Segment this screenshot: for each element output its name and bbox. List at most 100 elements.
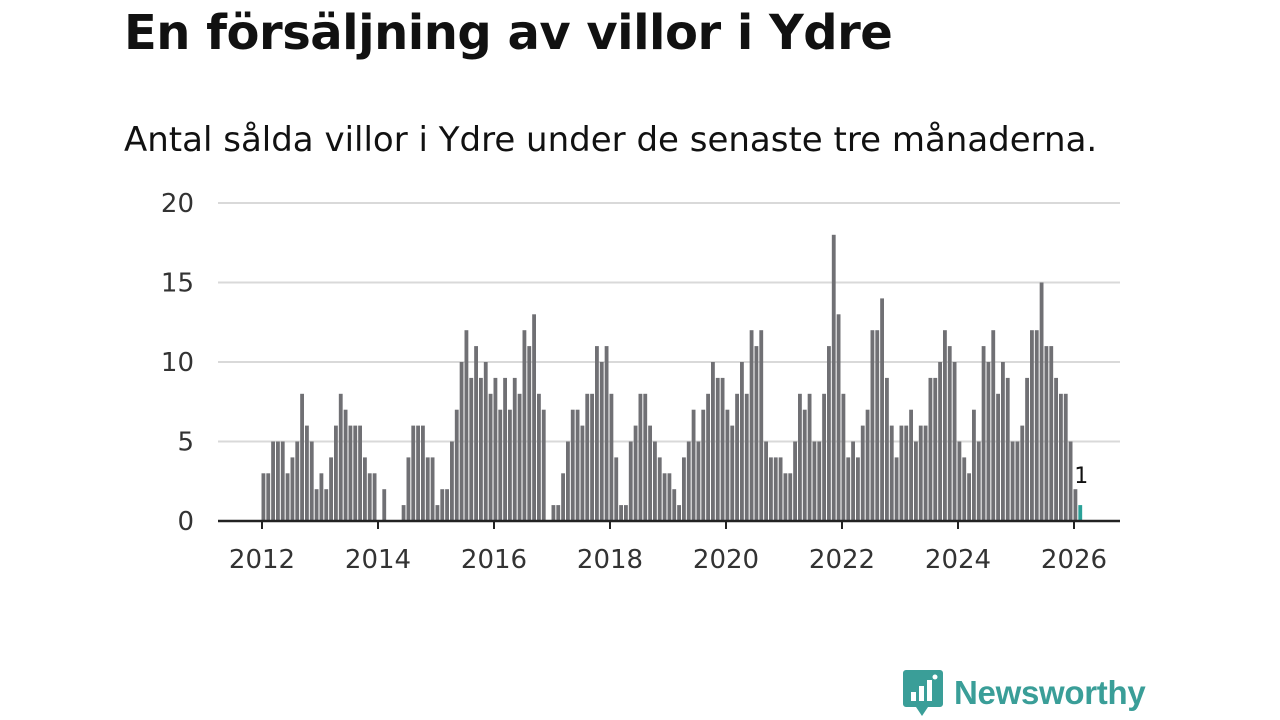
bar bbox=[943, 330, 947, 521]
bar bbox=[701, 409, 706, 521]
bar bbox=[575, 409, 580, 521]
y-tick-label: 20 bbox=[161, 189, 194, 219]
bar-chart: 0 5 10 15 20 1 2012 2014 2016 2018 2020 2022 2024 202… bbox=[161, 189, 1120, 575]
bar bbox=[706, 393, 710, 521]
bar bbox=[517, 393, 522, 521]
bar bbox=[1068, 441, 1073, 521]
y-tick-label: 0 bbox=[177, 507, 194, 537]
bar bbox=[633, 425, 638, 521]
bar bbox=[290, 457, 295, 521]
bar bbox=[628, 441, 633, 521]
bar bbox=[986, 362, 991, 521]
bar bbox=[309, 441, 314, 521]
bar bbox=[266, 473, 271, 521]
bar bbox=[425, 457, 430, 521]
bar bbox=[604, 346, 609, 521]
bar bbox=[653, 441, 657, 521]
bar bbox=[1059, 393, 1063, 521]
x-tick-label: 2020 bbox=[693, 545, 759, 575]
bar bbox=[870, 330, 875, 521]
bar bbox=[541, 409, 546, 521]
bar bbox=[450, 441, 454, 521]
bar bbox=[1044, 346, 1049, 521]
bar bbox=[367, 473, 372, 521]
bar bbox=[991, 330, 996, 521]
bar bbox=[416, 425, 420, 521]
bar bbox=[865, 409, 870, 521]
bar bbox=[972, 409, 976, 521]
bar bbox=[682, 457, 686, 521]
bar bbox=[856, 457, 860, 521]
x-tick-label: 2016 bbox=[461, 545, 527, 575]
bar bbox=[962, 457, 967, 521]
bar bbox=[488, 393, 493, 521]
bar bbox=[778, 457, 783, 521]
bar bbox=[372, 473, 377, 521]
bar bbox=[319, 473, 324, 521]
bar bbox=[483, 362, 488, 521]
bar bbox=[479, 377, 483, 521]
bar bbox=[527, 346, 532, 521]
bar bbox=[1030, 330, 1034, 521]
bar-highlight bbox=[1078, 505, 1083, 521]
bar bbox=[740, 362, 744, 521]
bar bbox=[918, 425, 923, 521]
bar bbox=[754, 346, 759, 521]
bar bbox=[348, 425, 353, 521]
bar bbox=[841, 393, 846, 521]
bar bbox=[846, 457, 851, 521]
bar bbox=[570, 409, 575, 521]
bar bbox=[474, 346, 478, 521]
bar bbox=[305, 425, 309, 521]
bar bbox=[807, 393, 812, 521]
bar bbox=[696, 441, 701, 521]
y-tick-label: 10 bbox=[161, 348, 194, 378]
bar bbox=[967, 473, 971, 521]
bar bbox=[817, 441, 822, 521]
bar bbox=[382, 489, 387, 521]
bar bbox=[643, 393, 648, 521]
bar bbox=[715, 377, 720, 521]
bar bbox=[899, 425, 904, 521]
bar bbox=[952, 362, 957, 521]
bar bbox=[334, 425, 338, 521]
newsworthy-chart-icon bbox=[903, 670, 943, 716]
bar bbox=[798, 393, 802, 521]
bar bbox=[561, 473, 565, 521]
bar bbox=[812, 441, 817, 521]
bar bbox=[454, 409, 459, 521]
x-tick-label: 2022 bbox=[809, 545, 875, 575]
bar bbox=[599, 362, 604, 521]
newsworthy-logo: Newsworthy bbox=[902, 668, 1146, 718]
bar bbox=[889, 425, 894, 521]
bar bbox=[744, 393, 749, 521]
x-tick-label: 2018 bbox=[577, 545, 643, 575]
bar bbox=[1020, 425, 1025, 521]
bar bbox=[285, 473, 290, 521]
y-tick-label: 15 bbox=[161, 269, 194, 299]
bar bbox=[720, 377, 725, 521]
bar bbox=[793, 441, 797, 521]
bar bbox=[1049, 346, 1054, 521]
bar bbox=[831, 234, 836, 522]
bar bbox=[691, 409, 696, 521]
bar bbox=[976, 441, 981, 521]
bar bbox=[532, 314, 536, 521]
bar bbox=[421, 425, 425, 521]
bar bbox=[261, 473, 266, 521]
y-tick-label: 5 bbox=[177, 428, 194, 458]
bar bbox=[430, 457, 435, 521]
bar bbox=[783, 473, 788, 521]
bar bbox=[657, 457, 662, 521]
bar bbox=[686, 441, 691, 521]
bar bbox=[860, 425, 865, 521]
bar bbox=[725, 409, 730, 521]
bar bbox=[469, 377, 474, 521]
bar bbox=[788, 473, 793, 521]
bar bbox=[947, 346, 952, 521]
bar bbox=[624, 505, 628, 521]
bar bbox=[343, 409, 348, 521]
bar bbox=[619, 505, 623, 521]
bar bbox=[875, 330, 880, 521]
bar bbox=[735, 393, 739, 521]
